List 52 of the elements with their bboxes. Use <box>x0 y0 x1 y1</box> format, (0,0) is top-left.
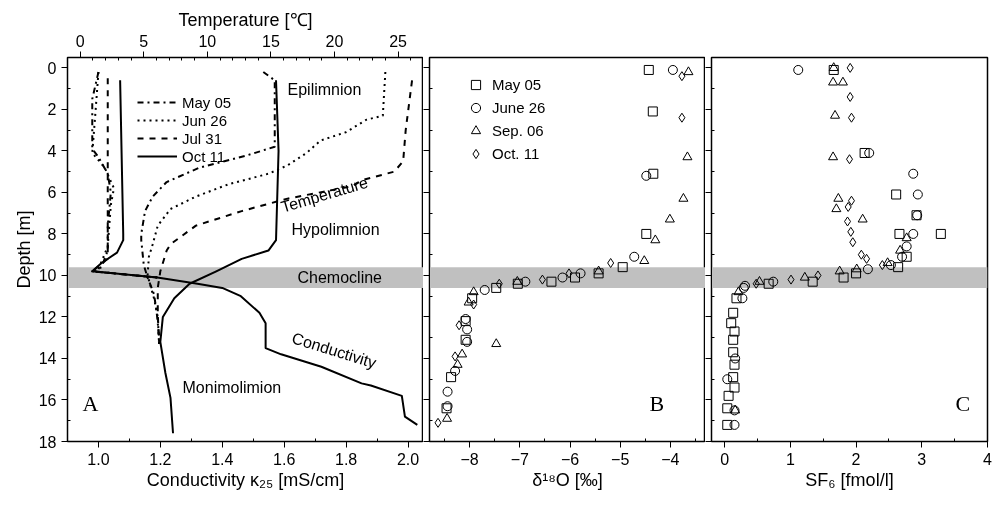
annotation: Hypolimnion <box>291 221 380 238</box>
band-label: Chemocline <box>297 269 383 287</box>
legend-label: June 26 <box>492 98 546 117</box>
y-tick-label: 0 <box>47 59 57 77</box>
x-tick-label: −5 <box>611 450 630 468</box>
annotation: Monimolimion <box>182 379 282 396</box>
x-tick-label: −6 <box>560 450 580 468</box>
x-tick-label: 1.0 <box>87 450 110 468</box>
x-tick-label: 1.4 <box>211 450 234 468</box>
x-axis-title: δ¹⁸O [‰] <box>532 469 603 490</box>
y-tick-label: 14 <box>38 350 57 368</box>
annotation: Epilimnion <box>287 81 362 98</box>
legend-label: Oct 11 <box>182 147 226 165</box>
legend-label: Sep. 06 <box>492 121 544 140</box>
x-tick-label: 1 <box>785 450 795 468</box>
annotation: C <box>955 391 971 416</box>
y-tick-label: 12 <box>38 308 57 326</box>
x-tick-label: 2.0 <box>396 450 420 468</box>
x2-tick-label: 5 <box>139 32 149 50</box>
x-tick-label: 2 <box>851 450 861 468</box>
x-tick-label: 1.8 <box>334 450 358 468</box>
y-tick-label: 6 <box>47 184 57 202</box>
legend-label: May 05 <box>492 75 542 94</box>
y-tick-label: 16 <box>38 391 57 409</box>
legend-label: May 05 <box>182 93 232 111</box>
y-tick-label: 18 <box>38 433 57 451</box>
x-tick-label: 1.2 <box>149 450 172 468</box>
legend-label: Jul 31 <box>182 129 223 147</box>
x2-axis-title: Temperature [℃] <box>178 9 313 30</box>
x-tick-label: 3 <box>917 450 927 468</box>
legend-label: Jun 26 <box>182 111 228 129</box>
x2-tick-label: 0 <box>75 32 85 50</box>
x2-tick-label: 25 <box>389 32 408 50</box>
x-tick-label: −7 <box>510 450 530 468</box>
x-tick-label: 1.6 <box>273 450 296 468</box>
x-tick-label: −4 <box>661 450 680 468</box>
x2-tick-label: 20 <box>325 32 344 50</box>
legend-label: Oct. 11 <box>492 144 540 163</box>
x-axis-title: SF₆ [fmol/l] <box>805 469 894 490</box>
y-axis-title: Depth [m] <box>13 210 34 289</box>
x2-tick-label: 15 <box>262 32 280 50</box>
x-tick-label: 4 <box>983 450 993 468</box>
x2-tick-label: 10 <box>198 32 217 50</box>
y-tick-label: 2 <box>47 101 57 119</box>
y-tick-label: 10 <box>38 267 57 285</box>
annotation: A <box>82 391 99 416</box>
x-tick-label: −8 <box>460 450 479 468</box>
x-axis-title: Conductivity κ₂₅ [mS/cm] <box>146 469 345 490</box>
y-tick-label: 8 <box>47 225 57 243</box>
x-tick-label: 0 <box>720 450 730 468</box>
annotation: B <box>649 391 665 416</box>
y-tick-label: 4 <box>47 142 57 160</box>
